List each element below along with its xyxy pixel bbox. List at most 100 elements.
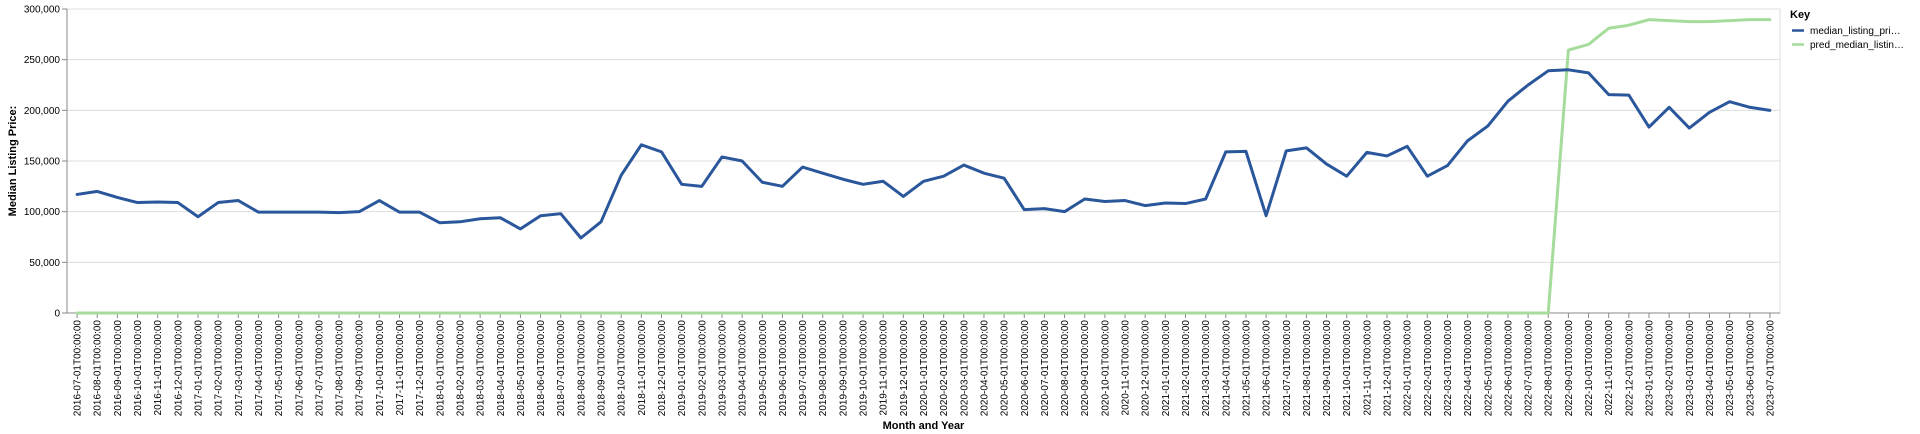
x-tick-label: 2023-03-01T00:00:00 [1685,320,1696,417]
x-tick-label: 2017-02-01T00:00:00 [214,320,225,417]
x-tick-label: 2020-10-01T00:00:00 [1100,320,1111,417]
x-tick-label: 2017-11-01T00:00:00 [395,320,406,416]
x-tick-label: 2019-07-01T00:00:00 [798,320,809,417]
x-tick-label: 2023-04-01T00:00:00 [1705,320,1716,417]
plot-area: 2016-07-01T00:00:00 2016-08-01T00:00:00 20… [24,5,1781,417]
x-tick-label: 2017-08-01T00:00:00 [335,320,346,417]
x-tick-label: 2023-02-01T00:00:00 [1665,320,1676,417]
x-tick-label: 2019-10-01T00:00:00 [859,320,870,417]
x-tick-label: 2022-04-01T00:00:00 [1463,320,1474,417]
x-tick-label: 2018-11-01T00:00:00 [637,320,648,416]
legend-title: Key [1790,9,1811,21]
x-tick-label: 2016-09-01T00:00:00 [113,320,124,417]
y-tick-label: 200,000 [24,106,61,117]
x-tick-label: 2021-02-01T00:00:00 [1181,320,1192,417]
x-tick-label: 2017-05-01T00:00:00 [274,320,285,417]
x-tick-label: 2018-03-01T00:00:00 [476,320,487,417]
x-tick-label: 2022-11-01T00:00:00 [1604,320,1615,416]
legend-label: pred_median_listin… [1810,40,1904,51]
x-tick-label: 2023-07-01T00:00:00 [1765,320,1776,417]
x-tick-label: 2017-12-01T00:00:00 [415,320,426,417]
x-tick-label: 2020-11-01T00:00:00 [1121,320,1132,416]
x-tick-label: 2020-04-01T00:00:00 [979,320,990,417]
x-tick-label: 2019-05-01T00:00:00 [758,320,769,417]
y-tick-label: 300,000 [24,5,61,16]
y-tick-label: 0 [54,309,60,320]
x-tick-label: 2021-07-01T00:00:00 [1282,320,1293,417]
x-tick-label: 2019-03-01T00:00:00 [717,320,728,417]
y-axis-ticks: 0 50,000 100,000 150,000 200,000 250,000 300,0… [24,5,67,320]
x-tick-label: 2018-01-01T00:00:00 [435,320,446,417]
x-axis-ticks: 2016-07-01T00:00:00 2016-08-01T00:00:00 20… [73,313,1776,417]
y-tick-label: 150,000 [24,157,61,168]
x-tick-label: 2021-06-01T00:00:00 [1262,320,1273,417]
x-tick-label: 2019-12-01T00:00:00 [899,320,910,417]
series-layer [75,18,1772,315]
x-tick-label: 2022-01-01T00:00:00 [1403,320,1414,417]
x-tick-label: 2016-11-01T00:00:00 [153,320,164,416]
x-tick-label: 2021-10-01T00:00:00 [1342,320,1353,417]
series-line-median [75,68,1772,240]
y-axis-title: Median Listing Price: [7,106,19,217]
x-tick-label: 2019-02-01T00:00:00 [697,320,708,417]
x-tick-label: 2019-11-01T00:00:00 [879,320,890,416]
legend-items: median_listing_pri… pred_median_listin… [1792,26,1904,51]
x-axis-title: Month and Year [883,420,965,432]
x-tick-label: 2020-03-01T00:00:00 [959,320,970,417]
x-tick-label: 2020-02-01T00:00:00 [939,320,950,417]
y-tick-label: 100,000 [24,207,61,218]
x-tick-label: 2020-07-01T00:00:00 [1040,320,1051,417]
x-tick-label: 2016-12-01T00:00:00 [173,320,184,417]
x-tick-label: 2017-04-01T00:00:00 [254,320,265,417]
legend: Key median_listing_pri… pred_median_listi… [1790,9,1904,51]
x-tick-label: 2019-08-01T00:00:00 [818,320,829,417]
x-tick-label: 2022-10-01T00:00:00 [1584,320,1595,417]
x-tick-label: 2023-01-01T00:00:00 [1645,320,1656,417]
x-tick-label: 2016-08-01T00:00:00 [93,320,104,417]
x-tick-label: 2018-08-01T00:00:00 [576,320,587,417]
x-tick-label: 2017-01-01T00:00:00 [193,320,204,417]
x-tick-label: 2018-04-01T00:00:00 [496,320,507,417]
x-tick-label: 2022-05-01T00:00:00 [1483,320,1494,417]
x-tick-label: 2021-03-01T00:00:00 [1201,320,1212,417]
x-tick-label: 2022-06-01T00:00:00 [1503,320,1514,417]
x-tick-label: 2019-09-01T00:00:00 [838,320,849,417]
x-tick-label: 2020-05-01T00:00:00 [1000,320,1011,417]
x-tick-label: 2020-12-01T00:00:00 [1141,320,1152,417]
x-tick-label: 2020-01-01T00:00:00 [919,320,930,417]
x-tick-label: 2022-09-01T00:00:00 [1564,320,1575,417]
x-tick-label: 2020-09-01T00:00:00 [1080,320,1091,417]
x-tick-label: 2016-10-01T00:00:00 [133,320,144,417]
x-tick-label: 2020-06-01T00:00:00 [1020,320,1031,417]
x-tick-label: 2017-06-01T00:00:00 [294,320,305,417]
x-tick-label: 2018-05-01T00:00:00 [516,320,527,417]
x-tick-label: 2018-06-01T00:00:00 [536,320,547,417]
x-tick-label: 2017-09-01T00:00:00 [355,320,366,417]
x-tick-label: 2017-07-01T00:00:00 [314,320,325,417]
x-tick-label: 2019-04-01T00:00:00 [738,320,749,417]
x-tick-label: 2021-12-01T00:00:00 [1383,320,1394,417]
x-tick-label: 2022-03-01T00:00:00 [1443,320,1454,417]
x-tick-label: 2017-10-01T00:00:00 [375,320,386,417]
x-tick-label: 2018-07-01T00:00:00 [556,320,567,417]
x-tick-label: 2023-06-01T00:00:00 [1745,320,1756,417]
y-tick-label: 50,000 [29,258,60,269]
x-tick-label: 2020-08-01T00:00:00 [1060,320,1071,417]
x-tick-label: 2022-12-01T00:00:00 [1624,320,1635,417]
x-tick-label: 2021-09-01T00:00:00 [1322,320,1333,417]
x-tick-label: 2021-08-01T00:00:00 [1302,320,1313,417]
x-tick-label: 2022-07-01T00:00:00 [1524,320,1535,417]
x-tick-label: 2022-02-01T00:00:00 [1423,320,1434,417]
x-tick-label: 2019-06-01T00:00:00 [778,320,789,417]
series-line-pred [75,18,1772,315]
x-tick-label: 2021-11-01T00:00:00 [1362,320,1373,416]
x-tick-label: 2021-01-01T00:00:00 [1161,320,1172,417]
x-tick-label: 2017-03-01T00:00:00 [234,320,245,417]
x-tick-label: 2016-07-01T00:00:00 [73,320,84,417]
x-tick-label: 2021-05-01T00:00:00 [1241,320,1252,417]
x-tick-label: 2018-10-01T00:00:00 [617,320,628,417]
x-tick-label: 2018-09-01T00:00:00 [597,320,608,417]
x-tick-label: 2023-05-01T00:00:00 [1725,320,1736,417]
x-tick-label: 2018-02-01T00:00:00 [455,320,466,417]
